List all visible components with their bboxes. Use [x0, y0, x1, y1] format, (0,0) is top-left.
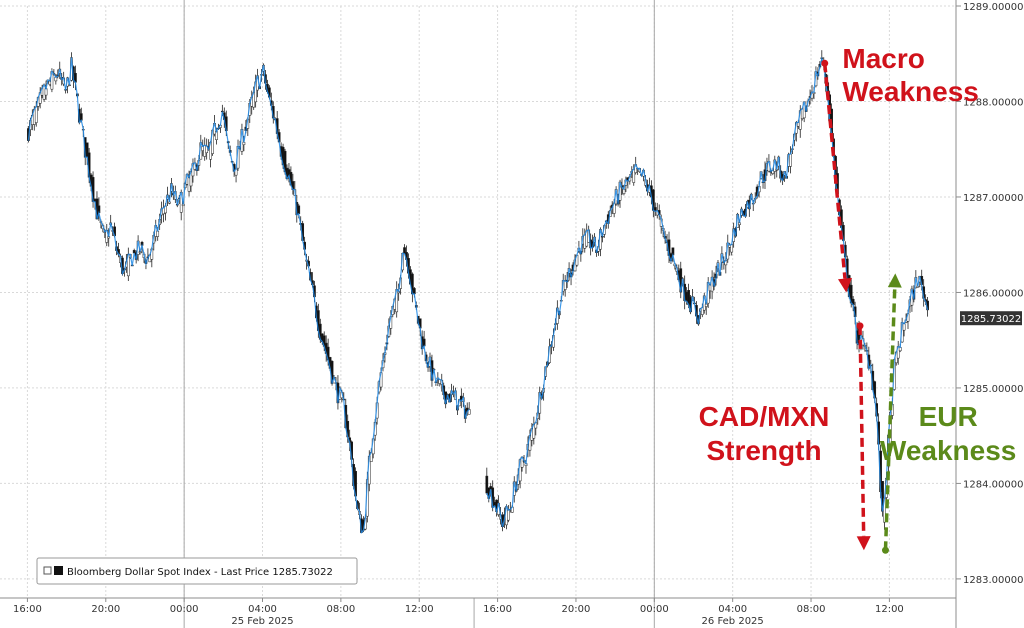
annotation-line: Weakness: [842, 76, 978, 107]
x-date-label: 25 Feb 2025: [231, 616, 293, 627]
x-tick-label: 00:00: [640, 604, 669, 615]
annotation-text: EUR Weakness: [880, 401, 1016, 466]
x-date-label: 26 Feb 2025: [702, 616, 764, 627]
x-tick-label: 16:00: [483, 604, 512, 615]
candle-body: [507, 510, 509, 520]
candle-body: [168, 202, 170, 203]
candle-body: [903, 324, 905, 330]
y-tick-label: 1283.00000: [963, 575, 1023, 586]
candle-body: [917, 286, 919, 287]
annotation-line: Macro: [842, 43, 924, 74]
candle-body: [157, 231, 159, 236]
legend-series-swatch-icon: [54, 566, 63, 575]
legend-label: Bloomberg Dollar Spot Index - Last Price…: [67, 567, 333, 578]
candle-body: [108, 237, 110, 238]
candle-body: [705, 304, 707, 306]
x-tick-label: 12:00: [875, 604, 904, 615]
y-tick-label: 1287.00000: [963, 193, 1023, 204]
arrow-shaft: [885, 287, 894, 550]
candle-body: [243, 142, 245, 144]
annotation-line: Strength: [706, 435, 821, 466]
legend-toggle-icon[interactable]: [44, 567, 51, 574]
candle-body: [182, 204, 184, 206]
x-tick-label: 04:00: [718, 604, 747, 615]
x-tick-label: 20:00: [91, 604, 120, 615]
x-tick-label: 04:00: [248, 604, 277, 615]
candle-body: [139, 252, 141, 253]
candle-body: [564, 281, 566, 290]
y-tick-label: 1289.00000: [963, 2, 1023, 13]
arrow-shaft: [860, 326, 864, 536]
candle-body: [413, 288, 415, 294]
x-tick-label: 08:00: [326, 604, 355, 615]
candle-body: [80, 114, 82, 121]
candle-body: [738, 223, 740, 225]
y-tick-label: 1285.00000: [963, 384, 1023, 395]
annotation-line: EUR: [919, 401, 978, 432]
candle-body: [68, 85, 70, 86]
x-tick-label: 00:00: [170, 604, 199, 615]
candle-body: [35, 107, 37, 123]
candle-body: [789, 154, 791, 166]
last-price-label: 1285.73022: [961, 314, 1021, 325]
annotation-line: Weakness: [880, 435, 1016, 466]
arrow-head: [888, 273, 902, 287]
arrow-head: [857, 536, 871, 550]
y-tick-label: 1286.00000: [963, 288, 1023, 299]
legend: Bloomberg Dollar Spot Index - Last Price…: [37, 558, 357, 584]
candle-body: [298, 206, 300, 214]
x-tick-label: 12:00: [405, 604, 434, 615]
price-chart: 1289.000001288.000001287.000001286.00000…: [0, 0, 1024, 628]
last-price-marker: 1285.73022: [960, 311, 1022, 325]
x-tick-label: 16:00: [13, 604, 42, 615]
annotation-line: CAD/MXN: [699, 401, 830, 432]
annotation-text: CAD/MXN Strength: [699, 401, 830, 466]
x-tick-label: 20:00: [562, 604, 591, 615]
y-tick-label: 1284.00000: [963, 479, 1023, 490]
x-axis: 16:00 20:00 00:00 04:00 08:00 12:00 16:00 20:00…: [0, 598, 956, 627]
candle-body: [731, 245, 733, 253]
annotation-text: Macro Weakness: [842, 43, 978, 107]
x-tick-label: 08:00: [797, 604, 826, 615]
